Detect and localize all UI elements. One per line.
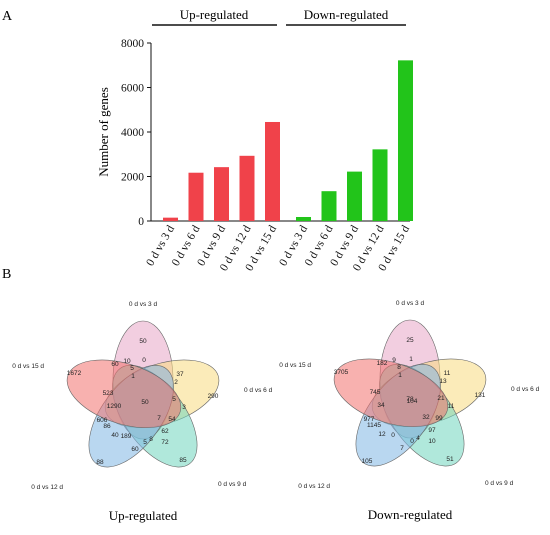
up-bar [163, 217, 178, 221]
venn-count: 51 [446, 456, 454, 463]
venn-count: 88 [96, 459, 104, 466]
venn-count: 60 [111, 361, 119, 368]
down-bar [372, 149, 388, 221]
venn-count: 72 [161, 439, 169, 446]
up-bar [239, 155, 255, 221]
venn-count: 10 [123, 358, 131, 365]
venn-count: 606 [97, 417, 108, 424]
down-group-label: Down-regulated [304, 7, 389, 22]
venn-count: 99 [435, 415, 443, 422]
venn-count: 523 [103, 390, 114, 397]
venn-count: 21 [437, 395, 445, 402]
venn-count: 5 [172, 396, 176, 403]
up-bar [265, 121, 280, 221]
y-tick-label: 6000 [121, 83, 144, 95]
venn-count: 2 [174, 379, 178, 386]
venn-count: 40 [111, 432, 119, 439]
venn-count: 4 [416, 435, 420, 442]
venn-count: 97 [428, 427, 436, 434]
venn-count: 32 [422, 414, 430, 421]
venn-count: 50 [139, 338, 147, 345]
venn-ellipse-set-15d [66, 359, 182, 428]
venn-count: 182 [377, 360, 388, 367]
y-tick-label: 0 [138, 216, 144, 228]
venn-count: 10 [428, 438, 436, 445]
venn-count: 8 [397, 364, 401, 371]
venn-count: 745 [370, 389, 381, 396]
venn-count: 0 [391, 432, 395, 439]
venn-count: 9 [392, 357, 396, 364]
venn-set-label: 0 d vs 3 d [396, 300, 425, 307]
venn-set-label: 0 d vs 15 d [279, 362, 311, 369]
venn-set-label: 0 d vs 15 d [12, 363, 44, 370]
venn-count: 54 [168, 416, 176, 423]
bar-chart: Up-regulated Down-regulated Number of ge… [96, 7, 413, 273]
venn-ellipse-set-15d [333, 358, 449, 427]
venn-count: 8 [149, 436, 153, 443]
venn-title: Up-regulated [109, 508, 178, 523]
panel-a-label: A [2, 9, 13, 24]
venn-count: 50 [141, 399, 149, 406]
venn-count: 1 [409, 356, 413, 363]
venn-count: 1145 [367, 422, 381, 429]
venn-count: 7 [400, 445, 404, 452]
venn-count: 131 [475, 392, 486, 399]
venn-set-label: 0 d vs 9 d [485, 480, 514, 487]
y-tick-label: 8000 [121, 38, 144, 50]
up-bar [188, 172, 204, 221]
venn-count: 85 [179, 457, 187, 464]
venn-count: 0 [410, 438, 414, 445]
venn-count: 25 [406, 337, 414, 344]
venn-count: 105 [362, 458, 373, 465]
venn-count: 5 [143, 439, 147, 446]
venn-up-regulated: 0 d vs 3 d 0 d vs 6 d 0 d vs 9 d 0 d vs 12 … [12, 301, 272, 523]
venn-set-label: 0 d vs 12 d [298, 483, 330, 490]
venn-count: 11 [448, 403, 455, 410]
venn-count: 7 [157, 415, 161, 422]
venn-count: 37 [176, 371, 184, 378]
venn-set-label: 0 d vs 12 d [31, 484, 63, 491]
venn-set-label: 0 d vs 6 d [244, 387, 273, 394]
venn-count: 86 [103, 423, 111, 430]
venn-count: 189 [121, 433, 132, 440]
up-bar [214, 167, 229, 221]
venn-count: 3705 [334, 369, 349, 376]
venn-count: 62 [161, 428, 169, 435]
venn-count: 3 [182, 404, 186, 411]
venn-count: 13 [439, 378, 447, 385]
down-bar [398, 60, 413, 222]
venn-count: 1 [131, 373, 135, 380]
venn-count: 104 [407, 398, 418, 405]
venn-set-label: 0 d vs 9 d [218, 481, 247, 488]
venn-down-regulated: 0 d vs 3 d 0 d vs 6 d 0 d vs 9 d 0 d vs 12 … [279, 300, 539, 522]
venn-count: 0 [142, 357, 146, 364]
down-bar [296, 216, 311, 221]
venn-set-label: 0 d vs 6 d [511, 386, 540, 393]
venn-count: 78 [406, 396, 414, 403]
venn-count: 12 [378, 431, 386, 438]
venn-set-label: 0 d vs 3 d [129, 301, 158, 308]
venn-count: 34 [377, 402, 385, 409]
venn-count: 1672 [67, 370, 82, 377]
y-tick-label: 4000 [121, 127, 144, 139]
venn-title: Down-regulated [368, 507, 453, 522]
panel-b-label: B [2, 267, 11, 282]
venn-count: 11 [444, 370, 451, 377]
venn-count: 290 [208, 393, 219, 400]
down-bar [347, 171, 362, 221]
y-tick-label: 2000 [121, 172, 144, 184]
venn-count: 977 [364, 416, 375, 423]
up-group-label: Up-regulated [180, 7, 249, 22]
down-bar [321, 191, 337, 221]
venn-count: 1290 [107, 403, 122, 410]
y-axis-label: Number of genes [96, 87, 111, 177]
venn-count: 60 [131, 446, 139, 453]
venn-count: 1 [398, 372, 402, 379]
venn-count: 5 [130, 365, 134, 372]
